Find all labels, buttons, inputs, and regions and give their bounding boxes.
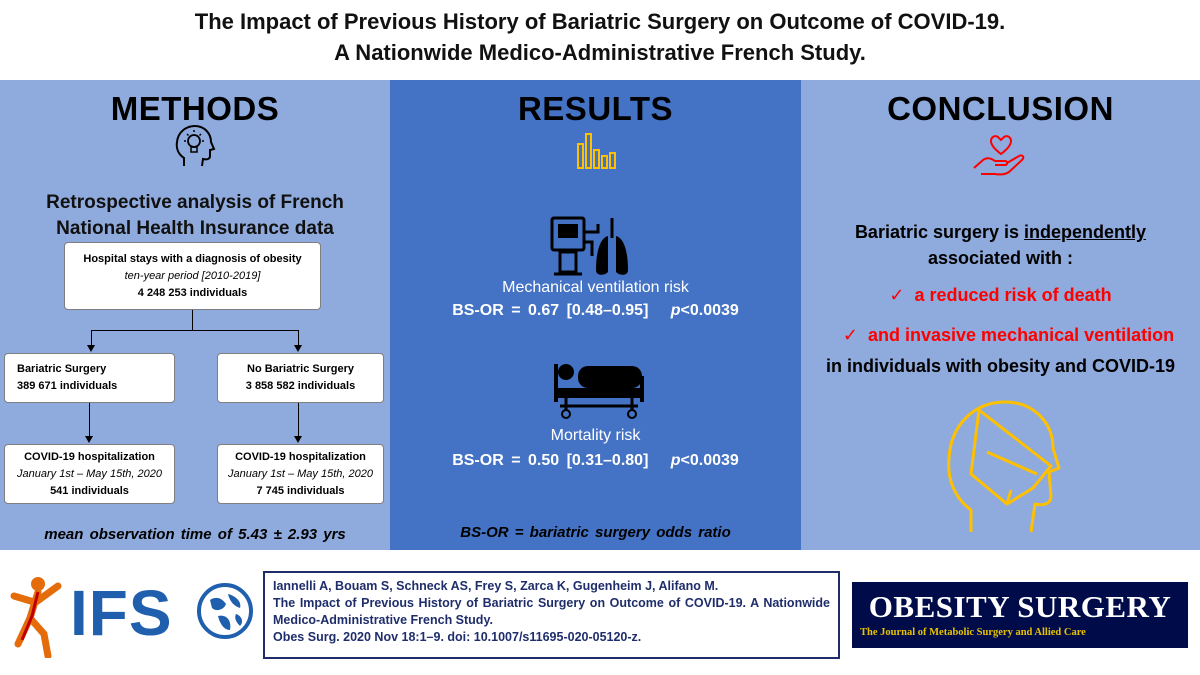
ventilator-lungs-icon — [550, 216, 628, 276]
conclusion-heading: CONCLUSION — [887, 90, 1114, 127]
checkmark-icon: ✓ — [889, 285, 905, 305]
mortality-odds-ratio: BS-OR = 0.50 [0.31–0.80] p<0.0039 — [452, 452, 739, 469]
hospital-bed-icon — [554, 364, 644, 419]
no-bariatric-surgery-box: No Bariatric Surgery 3 858 582 individua… — [217, 353, 384, 403]
head-lightbulb-icon — [175, 124, 216, 167]
arrow-down-icon — [294, 436, 302, 443]
citation-box: Iannelli A, Bouam S, Schneck AS, Frey S,… — [263, 571, 840, 659]
connector-line — [91, 330, 92, 345]
connector-line — [192, 310, 193, 330]
connector-line — [298, 403, 299, 436]
results-heading: RESULTS — [517, 90, 674, 127]
heart-hand-icon — [973, 135, 1025, 176]
journal-logo-title: OBESITY SURGERY — [868, 589, 1172, 624]
bar-chart-icon — [577, 133, 616, 169]
ventilation-odds-ratio: BS-OR = 0.67 [0.48–0.95] p<0.0039 — [452, 302, 739, 319]
checkmark-icon: ✓ — [842, 325, 858, 345]
arrow-down-icon — [87, 345, 95, 352]
mortality-risk-label: Mortality risk — [550, 427, 641, 444]
conclusion-point-death: ✓ a reduced risk of death — [889, 285, 1112, 305]
results-panel: RESULTS Mechanical ventilation risk BS-O… — [390, 80, 801, 550]
conclusion-panel: CONCLUSION Bariatric surgery is independ… — [801, 80, 1200, 550]
conclusion-line-3: in individuals with obesity and COVID-19 — [825, 356, 1176, 376]
ventilation-risk-label: Mechanical ventilation risk — [502, 279, 689, 296]
obesity-stays-box: Hospital stays with a diagnosis of obesi… — [64, 242, 321, 310]
methods-subtitle: Retrospective analysis of French Nationa… — [46, 192, 344, 239]
title-line-2: A Nationwide Medico-Administrative Frenc… — [334, 40, 866, 65]
observation-time-note: mean observation time of 5.43 ± 2.93 yrs — [44, 526, 346, 543]
methods-heading: METHODS — [110, 90, 280, 127]
face-mask-icon — [947, 400, 1061, 533]
nobs-covid-hospitalization-box: COVID-19 hospitalization January 1st – M… — [217, 444, 384, 504]
globe-icon — [197, 583, 253, 639]
title-line-1: The Impact of Previous History of Bariat… — [194, 9, 1006, 34]
runner-figure-icon — [10, 577, 62, 658]
conclusion-line-1: Bariatric surgery is independently — [854, 222, 1147, 242]
connector-line — [298, 330, 299, 345]
methods-panel: METHODS Retrospective analysis of French… — [0, 80, 390, 550]
journal-logo-subtitle: The Journal of Metabolic Surgery and All… — [860, 627, 1086, 638]
connector-line — [89, 403, 90, 436]
odds-ratio-definition: BS-OR = bariatric surgery odds ratio — [460, 524, 731, 541]
arrow-down-icon — [294, 345, 302, 352]
obesity-surgery-journal-logo: OBESITY SURGERY The Journal of Metabolic… — [852, 582, 1188, 648]
bariatric-surgery-box: Bariatric Surgery 389 671 individuals — [4, 353, 175, 403]
ifso-logo-text: IFS — [70, 577, 173, 649]
bs-covid-hospitalization-box: COVID-19 hospitalization January 1st – M… — [4, 444, 175, 504]
citation-source: Obes Surg. 2020 Nov 18:1–9. doi: 10.1007… — [273, 630, 642, 644]
conclusion-point-ventilation: ✓ and invasive mechanical ventilation — [842, 325, 1175, 345]
conclusion-line-2: associated with : — [927, 248, 1074, 268]
citation-title: The Impact of Previous History of Bariat… — [273, 596, 830, 627]
ifso-logo: IFS — [8, 570, 258, 660]
connector-line — [91, 330, 298, 331]
arrow-down-icon — [85, 436, 93, 443]
infographic-title: The Impact of Previous History of Bariat… — [0, 6, 1200, 68]
citation-authors: Iannelli A, Bouam S, Schneck AS, Frey S,… — [273, 579, 719, 593]
